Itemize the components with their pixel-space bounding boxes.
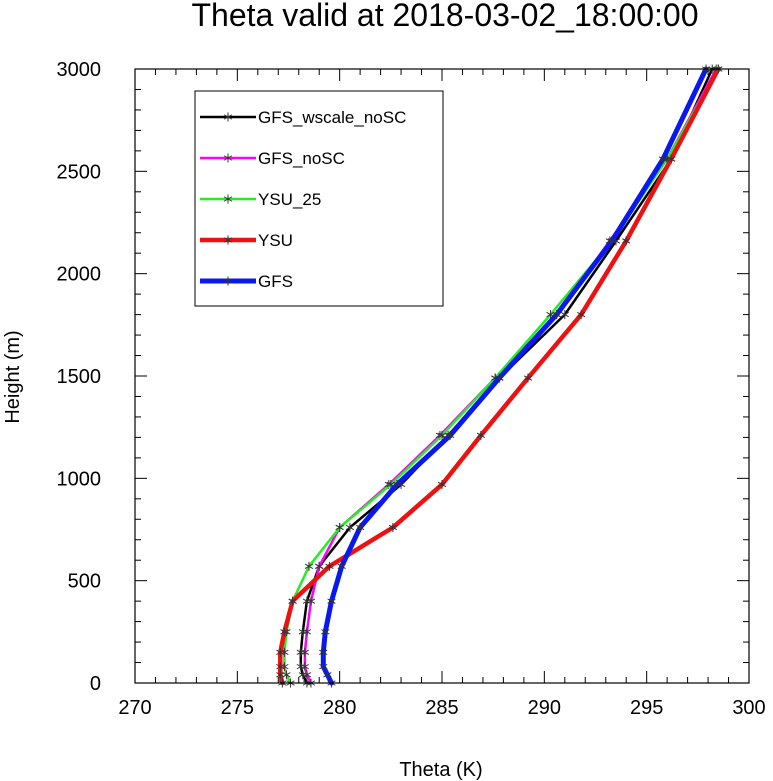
legend-label: GFS_noSC [258,149,345,168]
legend-label: GFS_wscale_noSC [258,108,406,127]
data-point [323,670,332,680]
y-tick-label: 500 [68,571,101,593]
x-tick-label: 290 [528,697,561,719]
data-point [607,236,617,246]
data-point [437,430,447,440]
y-tick-label: 0 [90,673,101,695]
legend-label: YSU_25 [258,190,321,209]
data-point [302,627,312,637]
y-tick-label: 1000 [57,468,102,490]
legend-item: GFS_noSC [200,149,345,168]
data-point [280,627,289,637]
data-point [345,522,355,532]
legend-item: GFS [200,272,293,291]
data-point [437,479,447,489]
x-tick-label: 295 [630,697,663,719]
series-layer [276,64,723,688]
data-point [300,647,310,657]
data-point [276,670,285,680]
data-point [577,310,586,320]
y-axis-label: Height (m) [2,330,24,423]
x-tick-label: 280 [323,697,356,719]
data-point [296,662,305,672]
y-tick-label: 1500 [57,366,102,388]
data-point [276,647,285,657]
data-point [523,373,533,383]
data-point [327,596,336,606]
data-point [560,310,569,320]
data-point [298,627,307,637]
data-point [319,662,328,672]
data-point [622,236,631,246]
data-point [319,647,328,657]
data-point [223,194,233,204]
data-point [476,430,486,440]
data-point [355,522,365,532]
data-point [306,596,316,606]
data-point [300,662,310,672]
legend-item: YSU [200,231,293,250]
x-tick-label: 300 [732,697,765,719]
axis-ticks: 270 275 280 285 290 295 3000500100015002000250… [57,59,766,719]
data-point [315,561,324,571]
data-point [495,373,504,383]
data-point [321,627,330,637]
data-point [304,561,314,571]
legend-label: YSU [258,231,293,250]
chart-title: Theta valid at 2018-03-02_18:00:00 [191,0,698,33]
data-point [276,662,285,672]
x-tick-label: 270 [118,697,151,719]
legend-label: GFS [258,272,293,291]
data-point [302,670,312,680]
data-point [335,522,344,532]
data-point [388,522,398,532]
y-tick-label: 2000 [57,264,102,286]
y-tick-label: 2500 [57,161,102,183]
data-point [223,276,233,286]
x-tick-label: 285 [425,697,458,719]
legend: GFS_wscale_noSC GFS_noSC YSU_25 YSU GFS [194,90,444,307]
data-point [392,479,402,489]
data-point [446,430,455,440]
legend-item: YSU_25 [200,190,321,209]
plot-frame [134,68,750,684]
data-point [296,647,305,657]
data-point [302,596,312,606]
y-tick-label: 3000 [57,59,102,81]
data-point [552,310,561,320]
data-point [667,154,676,164]
x-axis-label: Theta (K) [399,759,482,781]
legend-item: GFS_wscale_noSC [200,108,406,127]
data-point [658,154,668,164]
data-point [223,112,233,122]
data-point [337,561,346,571]
data-point [223,235,233,245]
data-point [223,153,233,163]
data-point [288,596,297,606]
data-point [325,561,334,571]
series-gfs [319,64,711,688]
x-tick-label: 275 [221,697,254,719]
